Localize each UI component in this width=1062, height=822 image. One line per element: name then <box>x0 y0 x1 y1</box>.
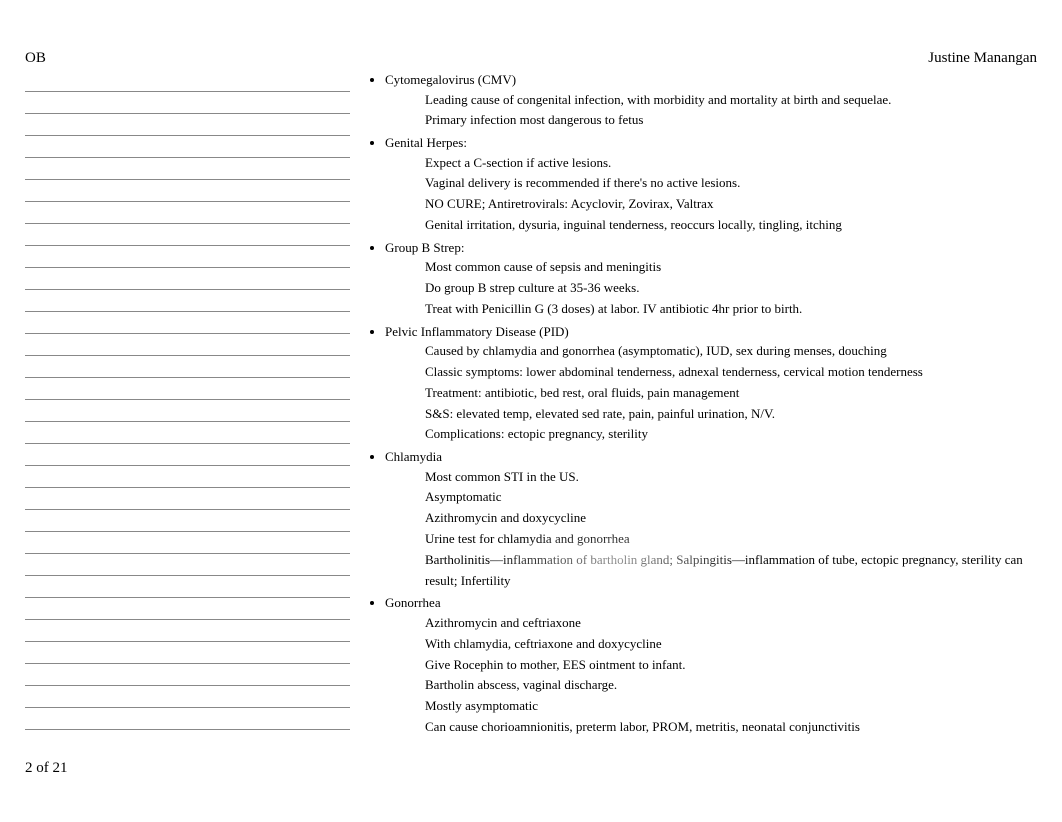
rule-line <box>25 268 350 290</box>
topic-point: Treatment: antibiotic, bed rest, oral fl… <box>425 383 1037 404</box>
topic-title: Cytomegalovirus (CMV) <box>385 72 516 87</box>
topic-title: Chlamydia <box>385 449 442 464</box>
rule-line <box>25 620 350 642</box>
page-total: 21 <box>53 760 68 776</box>
topic-point: Primary infection most dangerous to fetu… <box>425 110 1037 131</box>
notes-lines-column <box>25 70 360 750</box>
topic-point: Azithromycin and doxycycline <box>425 508 1037 529</box>
header-right: Justine Manangan <box>928 50 1037 67</box>
topic-point: Most common STI in the US. <box>425 467 1037 488</box>
topic-points: Leading cause of congenital infection, w… <box>385 90 1037 132</box>
topic-point: Do group B strep culture at 35-36 weeks. <box>425 278 1037 299</box>
topic-points: Azithromycin and ceftriaxoneWith chlamyd… <box>385 613 1037 738</box>
topic-item: Chlamydia Most common STI in the US.Asymp… <box>385 447 1037 591</box>
rule-line <box>25 92 350 114</box>
topic-point: Urine test for chlamydia and gonorrhea <box>425 529 1037 550</box>
topic-title: Gonorrhea <box>385 595 441 610</box>
rule-line <box>25 466 350 488</box>
topic-point: NO CURE; Antiretrovirals: Acyclovir, Zov… <box>425 194 1037 215</box>
rule-line <box>25 554 350 576</box>
topic-point: Bartholinitis—inflammation of bartholin … <box>425 550 1037 592</box>
rule-line <box>25 334 350 356</box>
topic-points: Expect a C-section if active lesions.Vag… <box>385 153 1037 236</box>
rule-line <box>25 202 350 224</box>
topic-point: Asymptomatic <box>425 487 1037 508</box>
rule-line <box>25 246 350 268</box>
topic-title: Group B Strep: <box>385 240 464 255</box>
rule-line <box>25 686 350 708</box>
topic-item: Cytomegalovirus (CMV) Leading cause of co… <box>385 70 1037 131</box>
topic-item: Genital Herpes: Expect a C-section if act… <box>385 133 1037 236</box>
topic-point: Bartholin abscess, vaginal discharge. <box>425 675 1037 696</box>
rule-line <box>25 642 350 664</box>
rule-line <box>25 664 350 686</box>
rule-line <box>25 114 350 136</box>
rule-line <box>25 180 350 202</box>
rule-line <box>25 158 350 180</box>
topic-point: Azithromycin and ceftriaxone <box>425 613 1037 634</box>
header-left: OB <box>25 50 46 67</box>
rule-line <box>25 136 350 158</box>
content-column: Cytomegalovirus (CMV) Leading cause of co… <box>360 70 1037 750</box>
rule-line <box>25 510 350 532</box>
topic-item: Group B Strep: Most common cause of sepsi… <box>385 238 1037 320</box>
rule-line <box>25 576 350 598</box>
topic-point: Most common cause of sepsis and meningit… <box>425 257 1037 278</box>
rule-line <box>25 70 350 92</box>
topic-title: Genital Herpes: <box>385 135 467 150</box>
topic-point: Vaginal delivery is recommended if there… <box>425 173 1037 194</box>
topic-point: Classic symptoms: lower abdominal tender… <box>425 362 1037 383</box>
rule-line <box>25 708 350 730</box>
topic-point: With chlamydia, ceftriaxone and doxycycl… <box>425 634 1037 655</box>
topic-point: Mostly asymptomatic <box>425 696 1037 717</box>
rule-line <box>25 378 350 400</box>
page-of: of <box>36 760 49 776</box>
topic-points: Most common STI in the US.AsymptomaticAz… <box>385 467 1037 592</box>
page-number: 2 <box>25 760 33 776</box>
topic-point: Treat with Penicillin G (3 doses) at lab… <box>425 299 1037 320</box>
rule-line <box>25 598 350 620</box>
page-footer: 2 of 21 <box>25 760 68 777</box>
topic-item: Pelvic Inflammatory Disease (PID) Caused … <box>385 322 1037 445</box>
topic-point: Complications: ectopic pregnancy, steril… <box>425 424 1037 445</box>
topics-list: Cytomegalovirus (CMV) Leading cause of co… <box>365 70 1037 738</box>
topic-point: Leading cause of congenital infection, w… <box>425 90 1037 111</box>
rule-line <box>25 400 350 422</box>
main-content: Cytomegalovirus (CMV) Leading cause of co… <box>25 70 1037 750</box>
topic-point: Caused by chlamydia and gonorrhea (asymp… <box>425 341 1037 362</box>
rule-line <box>25 488 350 510</box>
rule-line <box>25 312 350 334</box>
topic-point: Genital irritation, dysuria, inguinal te… <box>425 215 1037 236</box>
topic-point: S&S: elevated temp, elevated sed rate, p… <box>425 404 1037 425</box>
topic-point: Give Rocephin to mother, EES ointment to… <box>425 655 1037 676</box>
rule-line <box>25 532 350 554</box>
rule-line <box>25 290 350 312</box>
topic-point: Can cause chorioamnionitis, preterm labo… <box>425 717 1037 738</box>
topic-point: Expect a C-section if active lesions. <box>425 153 1037 174</box>
rule-line <box>25 444 350 466</box>
rule-line <box>25 224 350 246</box>
topic-points: Caused by chlamydia and gonorrhea (asymp… <box>385 341 1037 445</box>
rule-line <box>25 356 350 378</box>
topic-item: Gonorrhea Azithromycin and ceftriaxoneWit… <box>385 593 1037 737</box>
topic-points: Most common cause of sepsis and meningit… <box>385 257 1037 319</box>
rule-line <box>25 422 350 444</box>
topic-title: Pelvic Inflammatory Disease (PID) <box>385 324 569 339</box>
